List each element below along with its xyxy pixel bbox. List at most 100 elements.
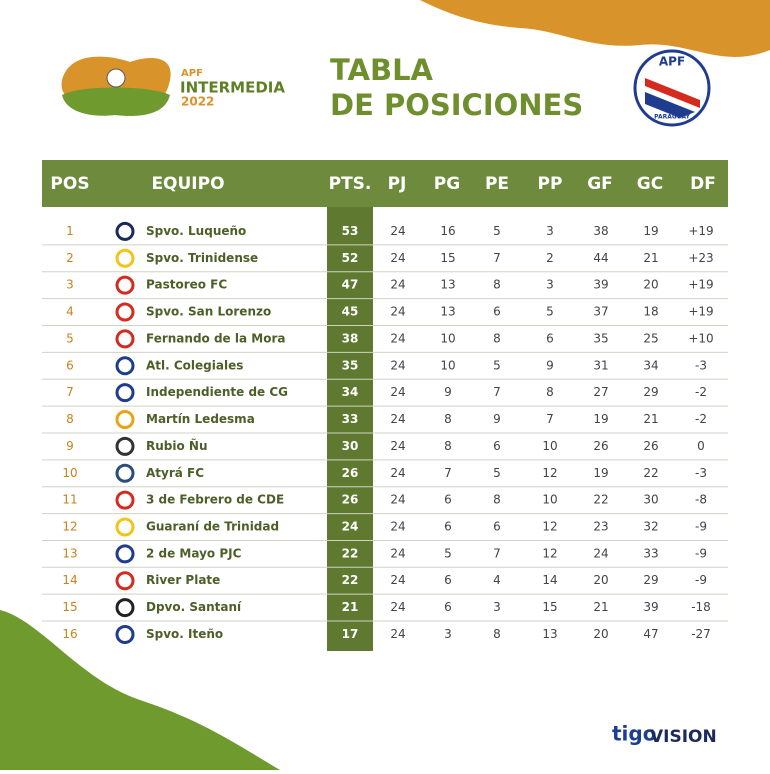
league-logo-base [62,87,170,116]
sponsor: VISION [650,727,717,747]
stat-cell: 39 [643,600,658,614]
stat-cell: 21 [342,600,359,614]
stat-cell: 20 [593,573,608,587]
stat-cell: 10 [440,331,455,345]
team-logo [115,490,135,510]
stat-cell: 19 [593,466,608,480]
stat-cell: 15 [440,251,455,265]
stat-cell: 5 [493,358,501,372]
position: 1 [66,224,74,238]
team-logo [115,302,135,322]
team-name: Pastoreo FC [146,278,227,292]
team-logo [115,356,135,376]
team-name: Guaraní de Trinidad [146,520,279,534]
sponsor: tigo [612,722,656,746]
stat-cell: 13 [440,278,455,292]
team-logo [115,571,135,591]
stat-cell: +19 [688,305,713,319]
stat-cell: -3 [695,358,707,372]
position: 15 [62,600,77,614]
stat-cell: -18 [691,600,711,614]
badge-top: APF [659,55,685,69]
position: 8 [66,412,74,426]
stat-cell: 8 [493,278,501,292]
stat-cell: 34 [643,358,658,372]
stat-cell: 32 [643,520,658,534]
position: 5 [66,331,74,345]
team-logo [115,248,135,268]
stat-cell: 24 [390,278,405,292]
position: 11 [62,493,77,507]
position: 16 [62,627,77,641]
column-header: PE [485,174,509,194]
stat-cell: 33 [342,412,359,426]
stat-cell: 10 [542,439,557,453]
stat-cell: -8 [695,493,707,507]
team-name: Spvo. Trinidense [146,251,258,265]
title-line: TABLA [330,53,434,87]
stat-cell: 6 [444,573,452,587]
stat-cell: 24 [390,600,405,614]
stat-cell: 0 [697,439,705,453]
team-name: Spvo. Iteño [146,627,223,641]
stat-cell: 16 [440,224,455,238]
stat-cell: 5 [444,546,452,560]
stat-cell: 29 [643,573,658,587]
stat-cell: 24 [390,546,405,560]
team-name: Independiente de CG [146,385,288,399]
stat-cell: 9 [546,358,554,372]
stat-cell: 14 [542,573,557,587]
table: POS EQUIPO PTS. PJ PG PE PP GF GC DF 1 Spvo. Luqueñ… [42,174,728,644]
team-name: Spvo. San Lorenzo [146,305,271,319]
stat-cell: 8 [546,385,554,399]
stat-cell: 13 [440,305,455,319]
team-name: Dpvo. Santaní [146,600,242,614]
team-name: River Plate [146,573,220,587]
stat-cell: 6 [444,520,452,534]
stat-cell: 12 [542,520,557,534]
team-logo [115,383,135,403]
stat-cell: 23 [593,520,608,534]
stat-cell: +19 [688,278,713,292]
badge-bottom: PARAGUAY [654,114,690,121]
column-header: GF [587,174,613,194]
stat-cell: 18 [643,305,658,319]
stat-cell: 52 [342,251,359,265]
stat-cell: 33 [643,546,658,560]
stat-cell: 44 [593,251,608,265]
stat-cell: 5 [546,305,554,319]
stat-cell: 10 [542,493,557,507]
bottom-decoration [0,610,280,770]
team-logo [115,463,135,483]
stat-cell: 35 [342,358,359,372]
stat-cell: 24 [390,251,405,265]
stat-cell: 8 [444,439,452,453]
stat-cell: -9 [695,546,707,560]
stat-cell: 34 [342,385,359,399]
position: 13 [62,546,77,560]
stat-cell: 3 [546,224,554,238]
stat-cell: 27 [593,385,608,399]
stat-cell: 24 [390,627,405,641]
team-logo [115,329,135,349]
stat-cell: -27 [691,627,711,641]
position: 7 [66,385,74,399]
stat-cell: 21 [593,600,608,614]
stat-cell: 24 [390,439,405,453]
stat-cell: 20 [643,278,658,292]
stat-cell: -3 [695,466,707,480]
stat-cell: 24 [390,224,405,238]
stat-cell: 24 [390,573,405,587]
stat-cell: 24 [390,466,405,480]
position: 2 [66,251,74,265]
position: 6 [66,358,74,372]
team-name: Spvo. Luqueño [146,224,246,238]
stat-cell: 47 [643,627,658,641]
stat-cell: 10 [440,358,455,372]
column-header: POS [50,174,89,194]
stat-cell: 8 [493,493,501,507]
logo-top: APF [181,68,203,79]
team-logo [115,544,135,564]
team-name: Fernando de la Mora [146,331,285,345]
